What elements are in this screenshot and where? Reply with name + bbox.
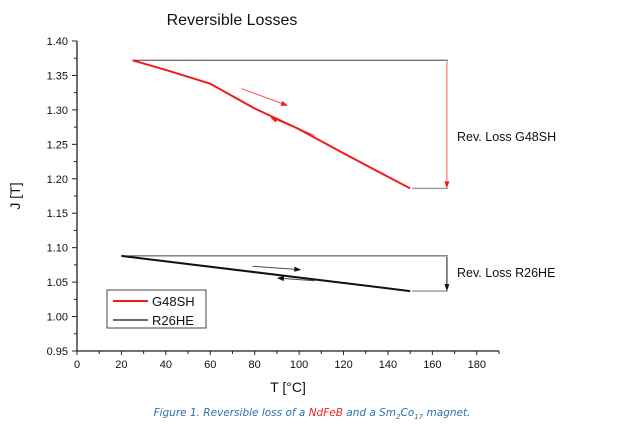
caption-suffix: magnet.: [423, 407, 471, 419]
y-tick-label: 1.20: [47, 174, 68, 186]
annotation-r26he: Rev. Loss R26HE: [457, 266, 555, 280]
caption-co: Co: [400, 407, 415, 419]
y-tick-label: 1.05: [47, 277, 68, 289]
heating-arrow-r26he-shaft: [252, 265, 297, 270]
legend-label-g48sh: G48SH: [152, 294, 195, 309]
y-tick-label: 1.00: [47, 312, 68, 324]
y-tick-label: 0.95: [47, 346, 68, 358]
chart-title: Reversible Losses: [167, 12, 298, 29]
caption-prefix: Figure 1. Reversible loss of a: [153, 407, 309, 419]
caption-middle: and a Sm: [342, 407, 397, 419]
reference-lines: [121, 59, 450, 292]
y-tick-label: 1.25: [47, 139, 68, 151]
x-tick-label: 160: [423, 359, 441, 371]
y-tick-label: 1.30: [47, 105, 68, 117]
series-line-g48sh: [132, 59, 411, 190]
cooling-arrow-r26he-shaft: [281, 277, 315, 282]
caption-sub2: 17: [414, 413, 424, 422]
x-axis-label: T [°C]: [270, 379, 306, 395]
series-lines: [121, 59, 411, 293]
annotation-g48sh: Rev. Loss G48SH: [457, 130, 556, 144]
legend-label-r26he: R26HE: [152, 313, 194, 328]
heating-arrow-r26he-head: [294, 266, 302, 272]
cooling-arrow-g48sh-head: [270, 117, 278, 123]
caption-highlight: NdFeB: [308, 407, 343, 419]
legend: G48SH R26HE: [106, 289, 207, 329]
series-line-r26he: [121, 254, 411, 293]
cooling-arrow-g48sh-shaft: [274, 118, 315, 136]
y-tick-label: 1.15: [47, 208, 68, 220]
figure-caption: Figure 1. Reversible loss of a NdFeB and…: [0, 407, 624, 421]
y-tick-label: 1.40: [47, 36, 68, 48]
axes: 0 20 40 60 80 100 120 140 160 180 0.95 1.00 1.05 1.10…: [47, 36, 500, 371]
x-tick-label: 20: [115, 359, 127, 371]
loss-arrow-head: [444, 181, 450, 189]
y-tick-label: 1.35: [47, 70, 68, 82]
y-axis-label: J [T]: [7, 182, 23, 209]
x-tick-label: 40: [160, 359, 172, 371]
heating-arrow-g48sh-head: [280, 100, 288, 106]
direction-arrows: [241, 88, 315, 282]
caption-sub1: 2: [396, 413, 401, 422]
x-tick-label: 180: [468, 359, 486, 371]
x-tick-label: 120: [334, 359, 352, 371]
y-tick-label: 1.10: [47, 243, 68, 255]
cooling-arrow-r26he-head: [276, 275, 285, 282]
loss-arrow-head: [444, 284, 450, 292]
x-tick-label: 100: [290, 359, 308, 371]
legend-box: [106, 289, 207, 329]
x-tick-label: 0: [74, 359, 80, 371]
x-tick-label: 60: [204, 359, 216, 371]
heating-arrow-g48sh-shaft: [241, 88, 284, 105]
x-tick-label: 80: [249, 359, 261, 371]
x-tick-label: 140: [379, 359, 397, 371]
